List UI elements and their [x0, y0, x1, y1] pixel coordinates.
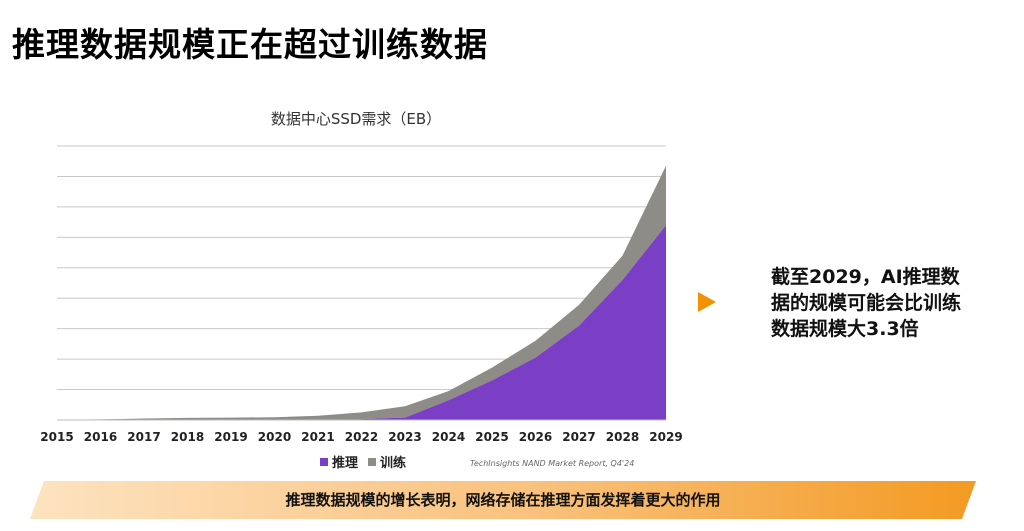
x-tick-label: 2028 — [606, 430, 639, 444]
legend-swatch-inference — [320, 458, 328, 466]
x-tick-label: 2017 — [127, 430, 160, 444]
x-tick-label: 2024 — [432, 430, 465, 444]
play-arrow-icon — [698, 292, 716, 312]
x-tick-label: 2020 — [258, 430, 291, 444]
area-series — [57, 165, 666, 420]
x-tick-label: 2027 — [562, 430, 595, 444]
x-tick-label: 2026 — [519, 430, 552, 444]
legend-swatch-training — [368, 458, 376, 466]
source-note: TechInsights NAND Market Report, Q4'24 — [470, 459, 634, 468]
legend-label-training: 训练 — [380, 455, 406, 471]
x-tick-label: 2018 — [171, 430, 204, 444]
slide-title: 推理数据规模正在超过训练数据 — [12, 25, 488, 64]
chart-title: 数据中心SSD需求（EB） — [271, 110, 441, 128]
callout-note: 截至2029，AI推理数据的规模可能会比训练数据规模大3.3倍 — [771, 266, 962, 340]
x-tick-label: 2021 — [301, 430, 334, 444]
x-tick-label: 2015 — [40, 430, 73, 444]
banner-text: 推理数据规模的增长表明，网络存储在推理方面发挥着更大的作用 — [285, 491, 721, 509]
area-series-training — [57, 165, 666, 420]
x-axis-ticks: 2015 2016 2017 2018 2019 2020 2021 2022 2023 2024… — [40, 430, 682, 444]
x-tick-label: 2022 — [345, 430, 378, 444]
x-tick-label: 2025 — [475, 430, 508, 444]
x-tick-label: 2029 — [649, 430, 682, 444]
x-tick-label: 2016 — [84, 430, 117, 444]
x-tick-label: 2023 — [388, 430, 421, 444]
x-tick-label: 2019 — [214, 430, 247, 444]
area-series-inference — [57, 225, 666, 420]
bottom-banner: 推理数据规模的增长表明，网络存储在推理方面发挥着更大的作用 — [30, 481, 976, 519]
legend: 推理 训练 — [320, 455, 406, 471]
legend-label-inference: 推理 — [332, 455, 358, 471]
